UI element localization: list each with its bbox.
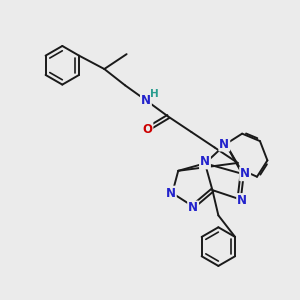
Text: N: N — [237, 194, 247, 207]
Text: N: N — [200, 155, 210, 168]
Text: H: H — [150, 89, 159, 99]
Text: N: N — [166, 187, 176, 200]
Text: N: N — [219, 138, 229, 151]
Text: N: N — [240, 167, 250, 180]
Text: N: N — [188, 202, 198, 214]
Text: N: N — [141, 94, 151, 107]
Text: O: O — [142, 122, 152, 136]
